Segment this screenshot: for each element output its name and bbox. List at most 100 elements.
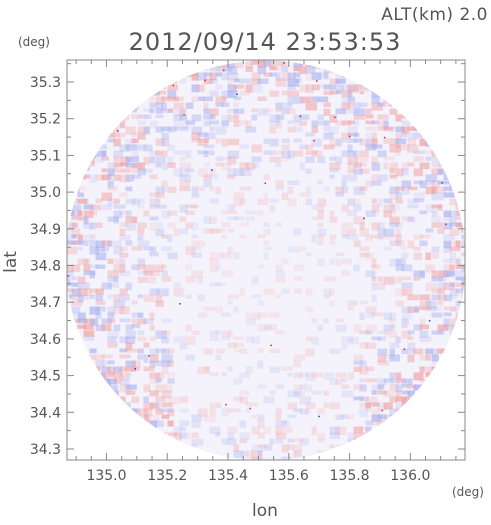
radar-cell: [365, 180, 374, 187]
radar-cell: [161, 186, 168, 192]
y-axis-unit: (deg): [18, 35, 50, 49]
radar-cell: [395, 408, 403, 415]
radar-cell: [377, 282, 386, 291]
radar-cell: [347, 432, 354, 439]
radar-cell: [353, 138, 363, 143]
radar-cell: [143, 126, 151, 135]
radar-cell: [419, 318, 426, 327]
radar-cell: [347, 372, 355, 380]
radar-cell: [353, 102, 361, 109]
radar-cell: [323, 132, 334, 140]
radar-cell: [305, 168, 312, 175]
radar-cell: [119, 168, 131, 173]
radar-cell: [383, 330, 392, 337]
radar-cell: [377, 390, 388, 395]
radar-cell: [383, 378, 394, 383]
radar-cell: [401, 396, 410, 404]
radar-cell: [203, 78, 214, 85]
radar-cell: [113, 258, 125, 266]
radar-cell: [149, 348, 159, 357]
radar-cell: [293, 288, 302, 294]
radar-cell: [167, 108, 174, 113]
radar-cell: [449, 294, 458, 299]
radar-cell: [425, 228, 434, 233]
radar-cell: [191, 420, 201, 428]
radar-cell: [443, 294, 453, 302]
radar-cell: [113, 246, 123, 255]
radar-cell: [443, 258, 453, 263]
radar-cell: [155, 126, 164, 133]
radar-cell: [287, 120, 294, 125]
radar-cell: [179, 204, 188, 213]
radar-cell: [437, 162, 446, 168]
radar-cell: [419, 354, 427, 361]
radar-cell: [311, 216, 324, 221]
radar-cell: [413, 168, 423, 177]
radar-cell: [161, 354, 173, 363]
radar-cell: [77, 312, 86, 321]
radar-cell: [119, 384, 132, 393]
radar-cell: [227, 114, 240, 122]
radar-cell: [275, 114, 285, 121]
radar-cell: [275, 420, 287, 428]
radar-cell: [437, 270, 450, 278]
radar-cell: [383, 204, 395, 213]
radar-cell: [155, 294, 163, 303]
radar-cell: [251, 72, 261, 81]
radar-cell: [419, 324, 429, 330]
radar-cell: [143, 414, 150, 423]
radar-cell: [389, 318, 396, 324]
radar-cell: [101, 324, 112, 332]
radar-cell: [257, 300, 265, 306]
radar-cell: [413, 306, 419, 313]
radar-cell: [389, 342, 400, 348]
radar-cell: [77, 246, 83, 251]
radar-cell: [191, 132, 201, 140]
radar-cell: [173, 282, 181, 290]
radar-cell: [101, 282, 113, 290]
radar-cell: [311, 138, 322, 147]
x-tick-label: 135.8: [330, 468, 370, 484]
radar-cell: [449, 324, 456, 331]
radar-cell: [149, 372, 161, 379]
radar-cell: [311, 234, 317, 243]
radar-cell: [257, 348, 264, 353]
radar-cell: [233, 168, 245, 177]
radar-cell: [371, 90, 380, 98]
radar-cell: [341, 120, 352, 126]
radar-cell: [155, 228, 165, 237]
radar-cell: [443, 216, 452, 222]
radar-cell: [233, 108, 245, 114]
radar-cell: [137, 240, 150, 248]
radar-cell: [83, 288, 92, 297]
radar-cell: [287, 438, 295, 443]
radar-cell: [95, 300, 106, 306]
radar-cell: [293, 360, 302, 368]
radar-cell: [227, 60, 235, 68]
radar-cell: [323, 372, 334, 380]
radar-cell: [299, 96, 307, 104]
radar-cell: [107, 318, 116, 323]
radar-cell: [341, 234, 350, 239]
radar-cell: [113, 198, 120, 204]
radar-cell: [257, 384, 267, 389]
radar-speck: [172, 84, 175, 87]
radar-cell: [251, 414, 257, 419]
radar-cell: [179, 114, 187, 121]
radar-cell: [155, 108, 163, 114]
radar-cell: [227, 174, 236, 179]
radar-cell: [323, 108, 331, 116]
radar-cell: [67, 234, 75, 243]
radar-cell: [155, 114, 164, 119]
radar-cell: [323, 318, 329, 324]
radar-cell: [341, 72, 350, 78]
radar-cell: [83, 174, 90, 179]
radar-cell: [401, 402, 411, 408]
radar-speck: [117, 130, 119, 132]
radar-cell: [239, 390, 250, 396]
radar-cell: [401, 318, 409, 325]
radar-cell: [101, 366, 111, 373]
radar-cell: [377, 276, 383, 282]
radar-cell: [203, 120, 211, 127]
radar-cell: [275, 438, 283, 444]
